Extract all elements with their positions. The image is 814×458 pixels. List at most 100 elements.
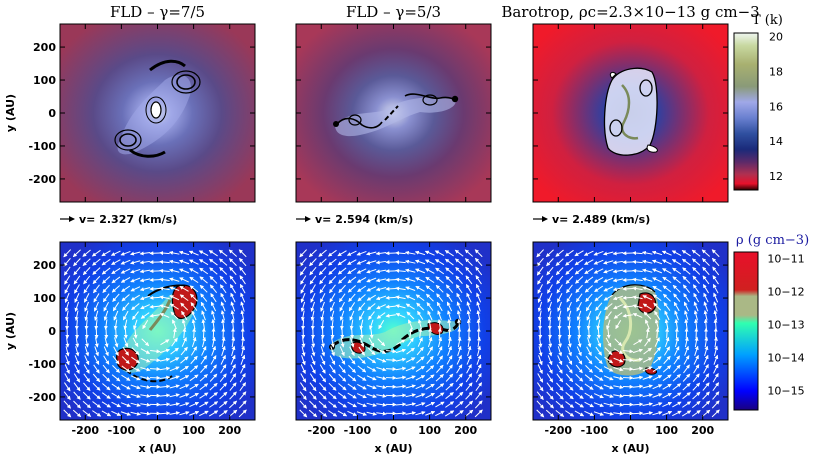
velocity-arrow	[408, 327, 413, 339]
velocity-arrow	[424, 259, 435, 265]
velocity-arrow	[64, 292, 70, 303]
velocity-arrow	[415, 402, 426, 407]
velocity-arrow	[123, 328, 128, 339]
y-tick-label: -200	[28, 391, 56, 404]
velocity-arrow	[219, 391, 228, 400]
velocity-arrow	[622, 313, 633, 318]
velocity-arrow	[653, 302, 662, 311]
velocity-arrow	[671, 259, 682, 266]
velocity-arrow	[537, 364, 543, 375]
x-tick-label: -200	[72, 424, 100, 437]
velocity-arrow	[122, 310, 129, 321]
velocity-arrow	[574, 401, 584, 408]
velocity-arrow	[594, 294, 603, 302]
velocity-arrow	[330, 310, 335, 321]
velocity-arrow	[406, 311, 415, 320]
velocity-arrow	[228, 249, 238, 257]
velocity-arrow	[375, 269, 387, 274]
velocity-arrow	[139, 260, 151, 265]
velocity-arrow	[348, 293, 356, 302]
velocity-arrow	[641, 250, 653, 255]
velocity-arrow	[662, 383, 672, 390]
velocity-arrow	[328, 382, 337, 391]
velocity-arrow	[229, 373, 237, 383]
colorbar-tick-label: 18	[769, 65, 783, 78]
velocity-arrow	[672, 392, 682, 399]
velocity-arrow	[104, 337, 109, 348]
velocity-arrow	[318, 400, 327, 409]
velocity-arrow	[632, 268, 643, 273]
y-tick-label: -100	[28, 140, 56, 153]
velocity-arrow	[537, 292, 543, 303]
velocity-arrow	[475, 266, 483, 276]
velocity-arrow	[218, 249, 228, 257]
velocity-arrow	[575, 284, 583, 293]
velocity-arrow	[613, 393, 624, 398]
velocity-arrow	[111, 410, 122, 416]
velocity-arrow	[65, 355, 70, 366]
velocity-arrow	[310, 284, 316, 294]
velocity-arrow	[664, 336, 670, 348]
velocity-arrow	[466, 301, 472, 312]
colorbar-tick-label: 16	[769, 100, 783, 113]
velocity-arrow	[567, 346, 572, 357]
velocity-arrow	[385, 367, 397, 372]
velocity-arrow	[140, 304, 150, 310]
velocity-arrow	[425, 383, 435, 390]
velocity-arrow	[299, 400, 307, 409]
velocity-arrow	[466, 318, 471, 330]
velocity-arrow	[230, 292, 236, 303]
velocity-arrow	[93, 364, 100, 374]
velocity-arrow	[338, 276, 347, 284]
velocity-arrow	[357, 294, 366, 302]
velocity-arrow	[120, 411, 132, 416]
velocity-arrow	[319, 284, 326, 294]
velocity-arrow	[300, 275, 307, 285]
velocity-arrow	[63, 249, 72, 258]
velocity-arrow	[210, 301, 217, 312]
velocity-arrow	[102, 276, 111, 284]
velocity-arrow	[63, 257, 71, 267]
velocity-arrow	[131, 347, 140, 356]
velocity-arrow	[447, 310, 452, 321]
velocity-arrow	[555, 258, 564, 266]
velocity-arrow	[347, 383, 357, 390]
velocity-arrow	[329, 364, 336, 374]
velocity-arrow	[201, 318, 206, 330]
velocity-arrow	[603, 260, 614, 265]
velocity-arrow	[301, 346, 306, 357]
velocity-arrow	[587, 328, 592, 339]
velocity-arrow	[427, 318, 432, 330]
velocity-arrow	[652, 365, 662, 373]
velocity-arrow	[121, 365, 131, 373]
velocity-arrow	[475, 382, 483, 392]
velocity-arrow	[121, 285, 131, 293]
x-tick-label: 200	[218, 424, 241, 437]
velocity-arrow	[74, 301, 80, 312]
velocity-arrow	[92, 275, 101, 285]
velocity-arrow	[318, 249, 327, 257]
velocity-arrow	[405, 357, 416, 363]
velocity-arrow	[662, 276, 672, 284]
velocity-arrow	[642, 402, 653, 407]
velocity-arrow	[347, 401, 357, 408]
velocity-arrow	[369, 328, 374, 339]
velocity-arrow	[357, 383, 367, 390]
velocity-arrow	[425, 410, 436, 416]
velocity-arrow	[673, 364, 681, 373]
velocity-arrow	[613, 385, 624, 389]
velocity-arrow	[201, 310, 206, 321]
axes	[59, 23, 729, 421]
velocity-arrow	[547, 301, 553, 312]
velocity-arrow	[426, 302, 434, 311]
velocity-arrow	[701, 258, 710, 266]
velocity-arrow	[427, 310, 433, 321]
velocity-arrow	[455, 284, 463, 294]
velocity-arrow	[337, 258, 347, 266]
velocity-arrow	[350, 337, 355, 348]
velocity-arrow	[416, 356, 425, 364]
velocity-arrow	[231, 336, 236, 348]
velocity-arrow	[346, 250, 357, 256]
velocity-arrow	[188, 259, 199, 265]
velocity-arrow	[102, 293, 110, 303]
